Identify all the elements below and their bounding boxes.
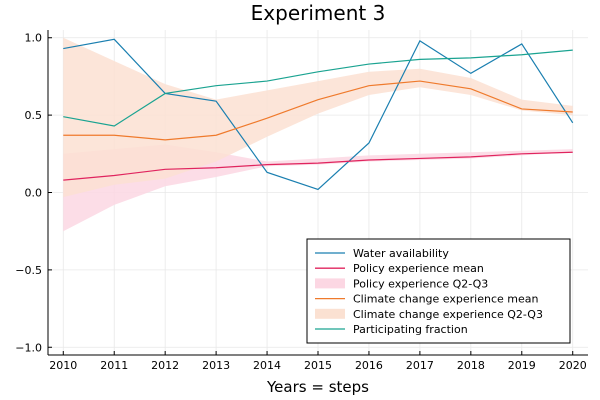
x-tick-label: 2014: [253, 359, 281, 372]
x-tick-label: 2017: [406, 359, 434, 372]
legend: Water availability Policy experience mean…: [306, 238, 571, 344]
x-tick-label: 2010: [49, 359, 77, 372]
x-tick-label: 2019: [508, 359, 536, 372]
y-tick-label: 0.0: [25, 187, 43, 200]
series-line-1: [63, 151, 573, 181]
series-line-0: [63, 38, 574, 191]
legend-label: Policy experience Q2-Q3: [353, 277, 488, 290]
legend-label: Climate change experience mean: [353, 293, 538, 306]
series-line-2: [63, 80, 573, 141]
x-tick-label: 2012: [151, 359, 179, 372]
legend-swatch-band: [315, 278, 345, 289]
y-tick-label: 1.0: [25, 32, 43, 45]
x-axis-label: Years = steps: [266, 378, 369, 396]
legend-swatch-band: [315, 308, 345, 319]
series-line-3: [63, 49, 573, 127]
x-tick-label: 2020: [559, 359, 587, 372]
x-tick-label: 2016: [355, 359, 383, 372]
chart-title: Experiment 3: [251, 1, 386, 25]
y-tick-label: −0.5: [15, 264, 42, 277]
x-tick-label: 2015: [304, 359, 332, 372]
legend-box: [306, 238, 571, 344]
legend-label: Water availability: [353, 247, 449, 260]
x-tick-label: 2018: [457, 359, 485, 372]
legend-label: Policy experience mean: [353, 262, 484, 275]
x-tick-label: 2011: [100, 359, 128, 372]
x-tick-label: 2013: [202, 359, 230, 372]
y-tick-label: −1.0: [15, 341, 42, 354]
legend-label: Participating fraction: [353, 323, 468, 336]
y-tick-label: 0.5: [25, 109, 43, 122]
legend-label: Climate change experience Q2-Q3: [353, 308, 543, 321]
band-1: [63, 37, 573, 198]
plot-area: 2010 2011 2012 2013 2014 2015 2016 2017 2018 2019…: [15, 30, 588, 372]
